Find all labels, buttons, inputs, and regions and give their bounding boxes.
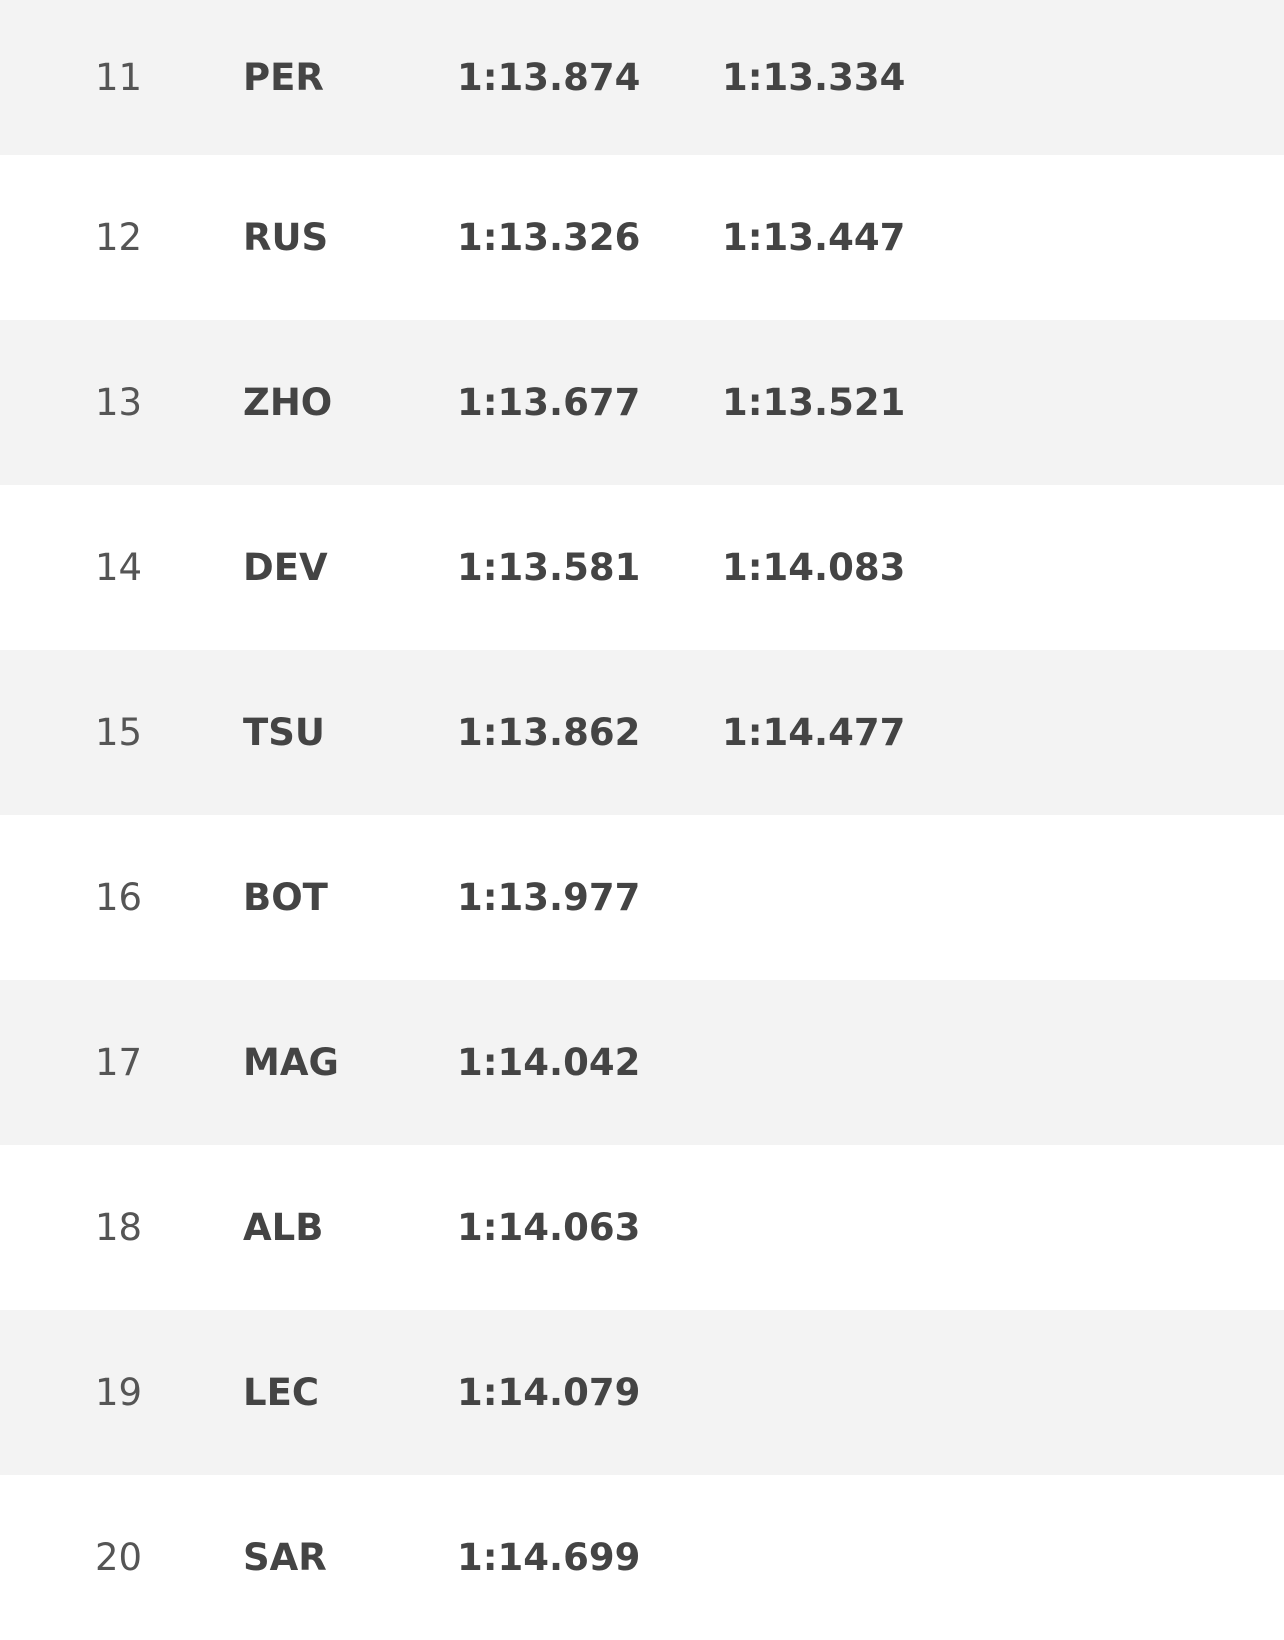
position-cell: 11 (95, 56, 143, 99)
result-row: 19 LEC 1:14.079 (0, 1310, 1284, 1475)
position-cell: 16 (95, 876, 143, 919)
result-row: 15 TSU 1:13.862 1:14.477 (0, 650, 1284, 815)
q1-time: 1:13.977 (457, 876, 641, 919)
q2-time: 1:13.447 (722, 216, 906, 259)
driver-cell: PER (243, 56, 324, 99)
position-cell: 19 (95, 1371, 143, 1414)
driver-cell: DEV (243, 546, 328, 589)
position-cell: 17 (95, 1041, 143, 1084)
q2-time: 1:13.334 (722, 56, 906, 99)
q1-time: 1:13.862 (457, 711, 641, 754)
result-row: 13 ZHO 1:13.677 1:13.521 (0, 320, 1284, 485)
q2-time: 1:14.477 (722, 711, 906, 754)
driver-cell: ALB (243, 1206, 324, 1249)
position-cell: 15 (95, 711, 143, 754)
result-row: 17 MAG 1:14.042 (0, 980, 1284, 1145)
q1-time: 1:14.042 (457, 1041, 641, 1084)
driver-cell: RUS (243, 216, 329, 259)
q1-time: 1:13.326 (457, 216, 641, 259)
driver-cell: TSU (243, 711, 325, 754)
q2-time: 1:14.083 (722, 546, 906, 589)
q1-time: 1:13.677 (457, 381, 641, 424)
position-cell: 13 (95, 381, 143, 424)
position-cell: 20 (95, 1536, 143, 1579)
result-row: 16 BOT 1:13.977 (0, 815, 1284, 980)
result-row: 14 DEV 1:13.581 1:14.083 (0, 485, 1284, 650)
driver-cell: BOT (243, 876, 328, 919)
result-row: 20 SAR 1:14.699 (0, 1475, 1284, 1640)
q1-time: 1:14.699 (457, 1536, 641, 1579)
q2-time: 1:13.521 (722, 381, 906, 424)
position-cell: 12 (95, 216, 143, 259)
driver-cell: MAG (243, 1041, 339, 1084)
position-cell: 18 (95, 1206, 143, 1249)
q1-time: 1:14.063 (457, 1206, 641, 1249)
driver-cell: SAR (243, 1536, 327, 1579)
result-row: 11 PER 1:13.874 1:13.334 (0, 0, 1284, 155)
driver-cell: LEC (243, 1371, 320, 1414)
result-row: 18 ALB 1:14.063 (0, 1145, 1284, 1310)
q1-time: 1:14.079 (457, 1371, 641, 1414)
q1-time: 1:13.581 (457, 546, 641, 589)
result-row: 12 RUS 1:13.326 1:13.447 (0, 155, 1284, 320)
driver-cell: ZHO (243, 381, 333, 424)
position-cell: 14 (95, 546, 143, 589)
q1-time: 1:13.874 (457, 56, 641, 99)
